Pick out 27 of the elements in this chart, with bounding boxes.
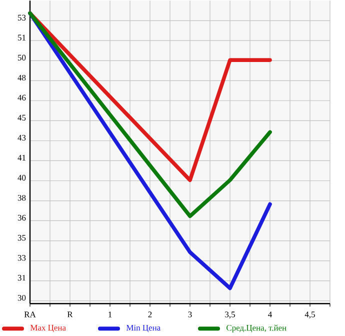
y-tick-label: 31 [18, 275, 26, 281]
x-tick-label: R [67, 312, 73, 318]
y-tick-label: 40 [18, 175, 26, 181]
legend-label: Сред.Цена, т.йен [226, 324, 286, 333]
y-tick-label: 45 [18, 115, 26, 121]
legend-label: Min Цена [126, 325, 160, 332]
x-tick-label: 1 [108, 312, 112, 318]
legend-label: Max Цена [30, 325, 66, 332]
x-tick-label: 2 [148, 312, 152, 318]
x-tick-label: 4,5 [304, 312, 315, 319]
y-tick-label: 38 [18, 195, 26, 201]
x-tick-label: RA [24, 312, 36, 318]
y-tick-label: 51 [18, 34, 26, 41]
y-tick-label: 41 [18, 155, 26, 161]
y-tick-label: 53 [18, 15, 26, 21]
x-tick-label: 4 [268, 312, 272, 318]
y-tick-label: 50 [18, 54, 26, 61]
y-tick-label: 43 [18, 135, 26, 141]
y-tick-label: 36 [18, 215, 26, 221]
y-tick-label: 35 [18, 235, 26, 241]
y-tick-label: 48 [18, 75, 26, 81]
y-tick-label: 33 [18, 255, 26, 261]
x-tick-label: 3,5 [225, 312, 235, 319]
y-tick-label: 46 [18, 94, 26, 101]
y-tick-label: 30 [18, 295, 26, 301]
x-tick-label: 3 [188, 312, 192, 318]
line-series [28, 12, 272, 218]
